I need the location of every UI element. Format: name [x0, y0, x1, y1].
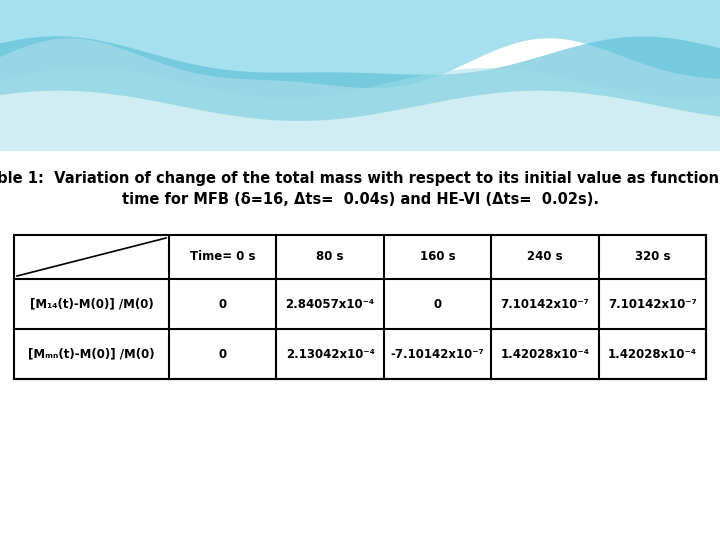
Text: 0: 0	[219, 348, 227, 361]
Text: 160 s: 160 s	[420, 251, 455, 264]
Text: [Mₘₙ(t)-M(0)] /M(0): [Mₘₙ(t)-M(0)] /M(0)	[28, 348, 155, 361]
Text: time for MFB (δ=16, Δts=  0.04s) and HE-VI (Δts=  0.02s).: time for MFB (δ=16, Δts= 0.04s) and HE-V…	[122, 192, 598, 206]
Text: 2.13042x10⁻⁴: 2.13042x10⁻⁴	[286, 348, 374, 361]
Polygon shape	[0, 68, 720, 151]
Polygon shape	[0, 0, 720, 89]
Text: 2.84057x10⁻⁴: 2.84057x10⁻⁴	[286, 298, 374, 310]
Text: 7.10142x10⁻⁷: 7.10142x10⁻⁷	[500, 298, 589, 310]
Text: 240 s: 240 s	[527, 251, 563, 264]
Bar	[14, 235, 706, 379]
Text: 0: 0	[433, 298, 441, 310]
Text: 1.42028x10⁻⁴: 1.42028x10⁻⁴	[500, 348, 590, 361]
Polygon shape	[0, 36, 720, 121]
Text: 1.42028x10⁻⁴: 1.42028x10⁻⁴	[608, 348, 697, 361]
Text: 80 s: 80 s	[316, 251, 344, 264]
Text: [M₁₄(t)-M(0)] /M(0): [M₁₄(t)-M(0)] /M(0)	[30, 298, 153, 310]
Text: 7.10142x10⁻⁷: 7.10142x10⁻⁷	[608, 298, 697, 310]
Text: 0: 0	[219, 298, 227, 310]
Text: Time= 0 s: Time= 0 s	[190, 251, 256, 264]
Text: 320 s: 320 s	[634, 251, 670, 264]
Text: Table 1:  Variation of change of the total mass with respect to its initial valu: Table 1: Variation of change of the tota…	[0, 172, 720, 186]
Text: -7.10142x10⁻⁷: -7.10142x10⁻⁷	[391, 348, 485, 361]
